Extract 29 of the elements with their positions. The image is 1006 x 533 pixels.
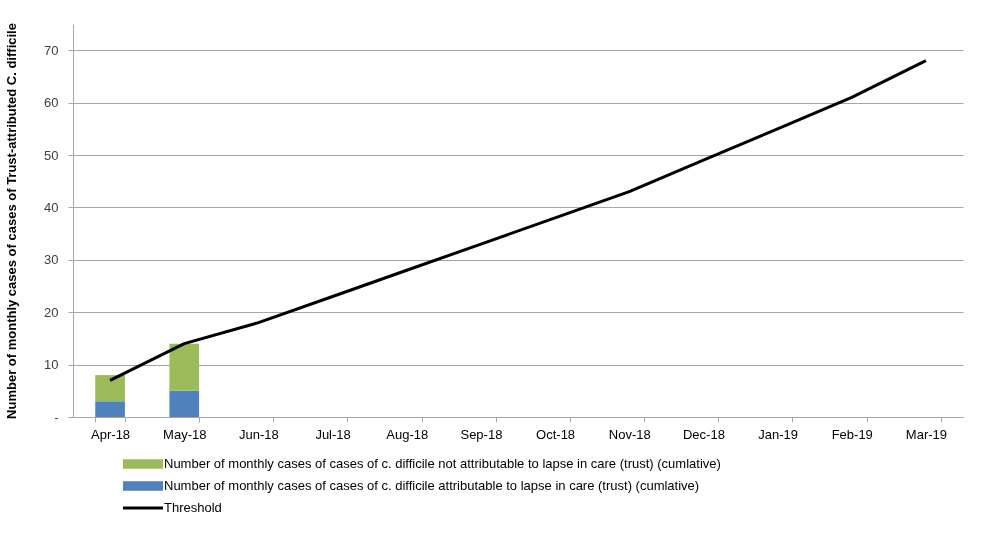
x-tick-label: May-18 [163,426,207,442]
x-tick-label: Apr-18 [91,426,131,442]
x-tick-label: Feb-19 [831,426,873,442]
y-tick-label: 10 [44,357,59,373]
legend-label: Number of monthly cases of cases of c. difficile attributable to lapse in care (trust) (cumlative) [164,478,700,493]
bar [169,390,200,417]
y-axis-title: Number of monthly cases of cases of Trust-attributed C. difficile [4,23,20,419]
bar [169,343,200,391]
x-tick-label: Dec-18 [682,426,725,442]
y-tick-label: 20 [44,304,59,320]
bar [95,401,125,417]
y-tick-label: 70 [44,42,59,58]
y-tick-label: 60 [44,95,59,111]
x-tick-label: Oct-18 [536,426,576,442]
x-tick-label: Jun-18 [239,426,279,442]
x-tick-label: Nov-18 [608,426,651,442]
legend-label: Threshold [164,500,222,515]
x-tick-label: Aug-18 [386,426,429,442]
x-tick-label: Jan-19 [758,426,798,442]
y-tick-label: 30 [44,252,59,268]
y-tick-label: 40 [44,199,59,215]
bar [95,375,125,402]
y-tick-label: - [54,409,59,425]
legend-label: Number of monthly cases of cases of c. difficile not attributable to lapse in care (trust) (cumlative) [164,456,721,471]
x-tick-label: Mar-19 [905,426,948,442]
line-series [108,59,928,382]
x-tick-label: Sep-18 [460,426,503,442]
y-tick-label: 50 [44,147,59,163]
x-tick-label: Jul-18 [315,426,351,442]
